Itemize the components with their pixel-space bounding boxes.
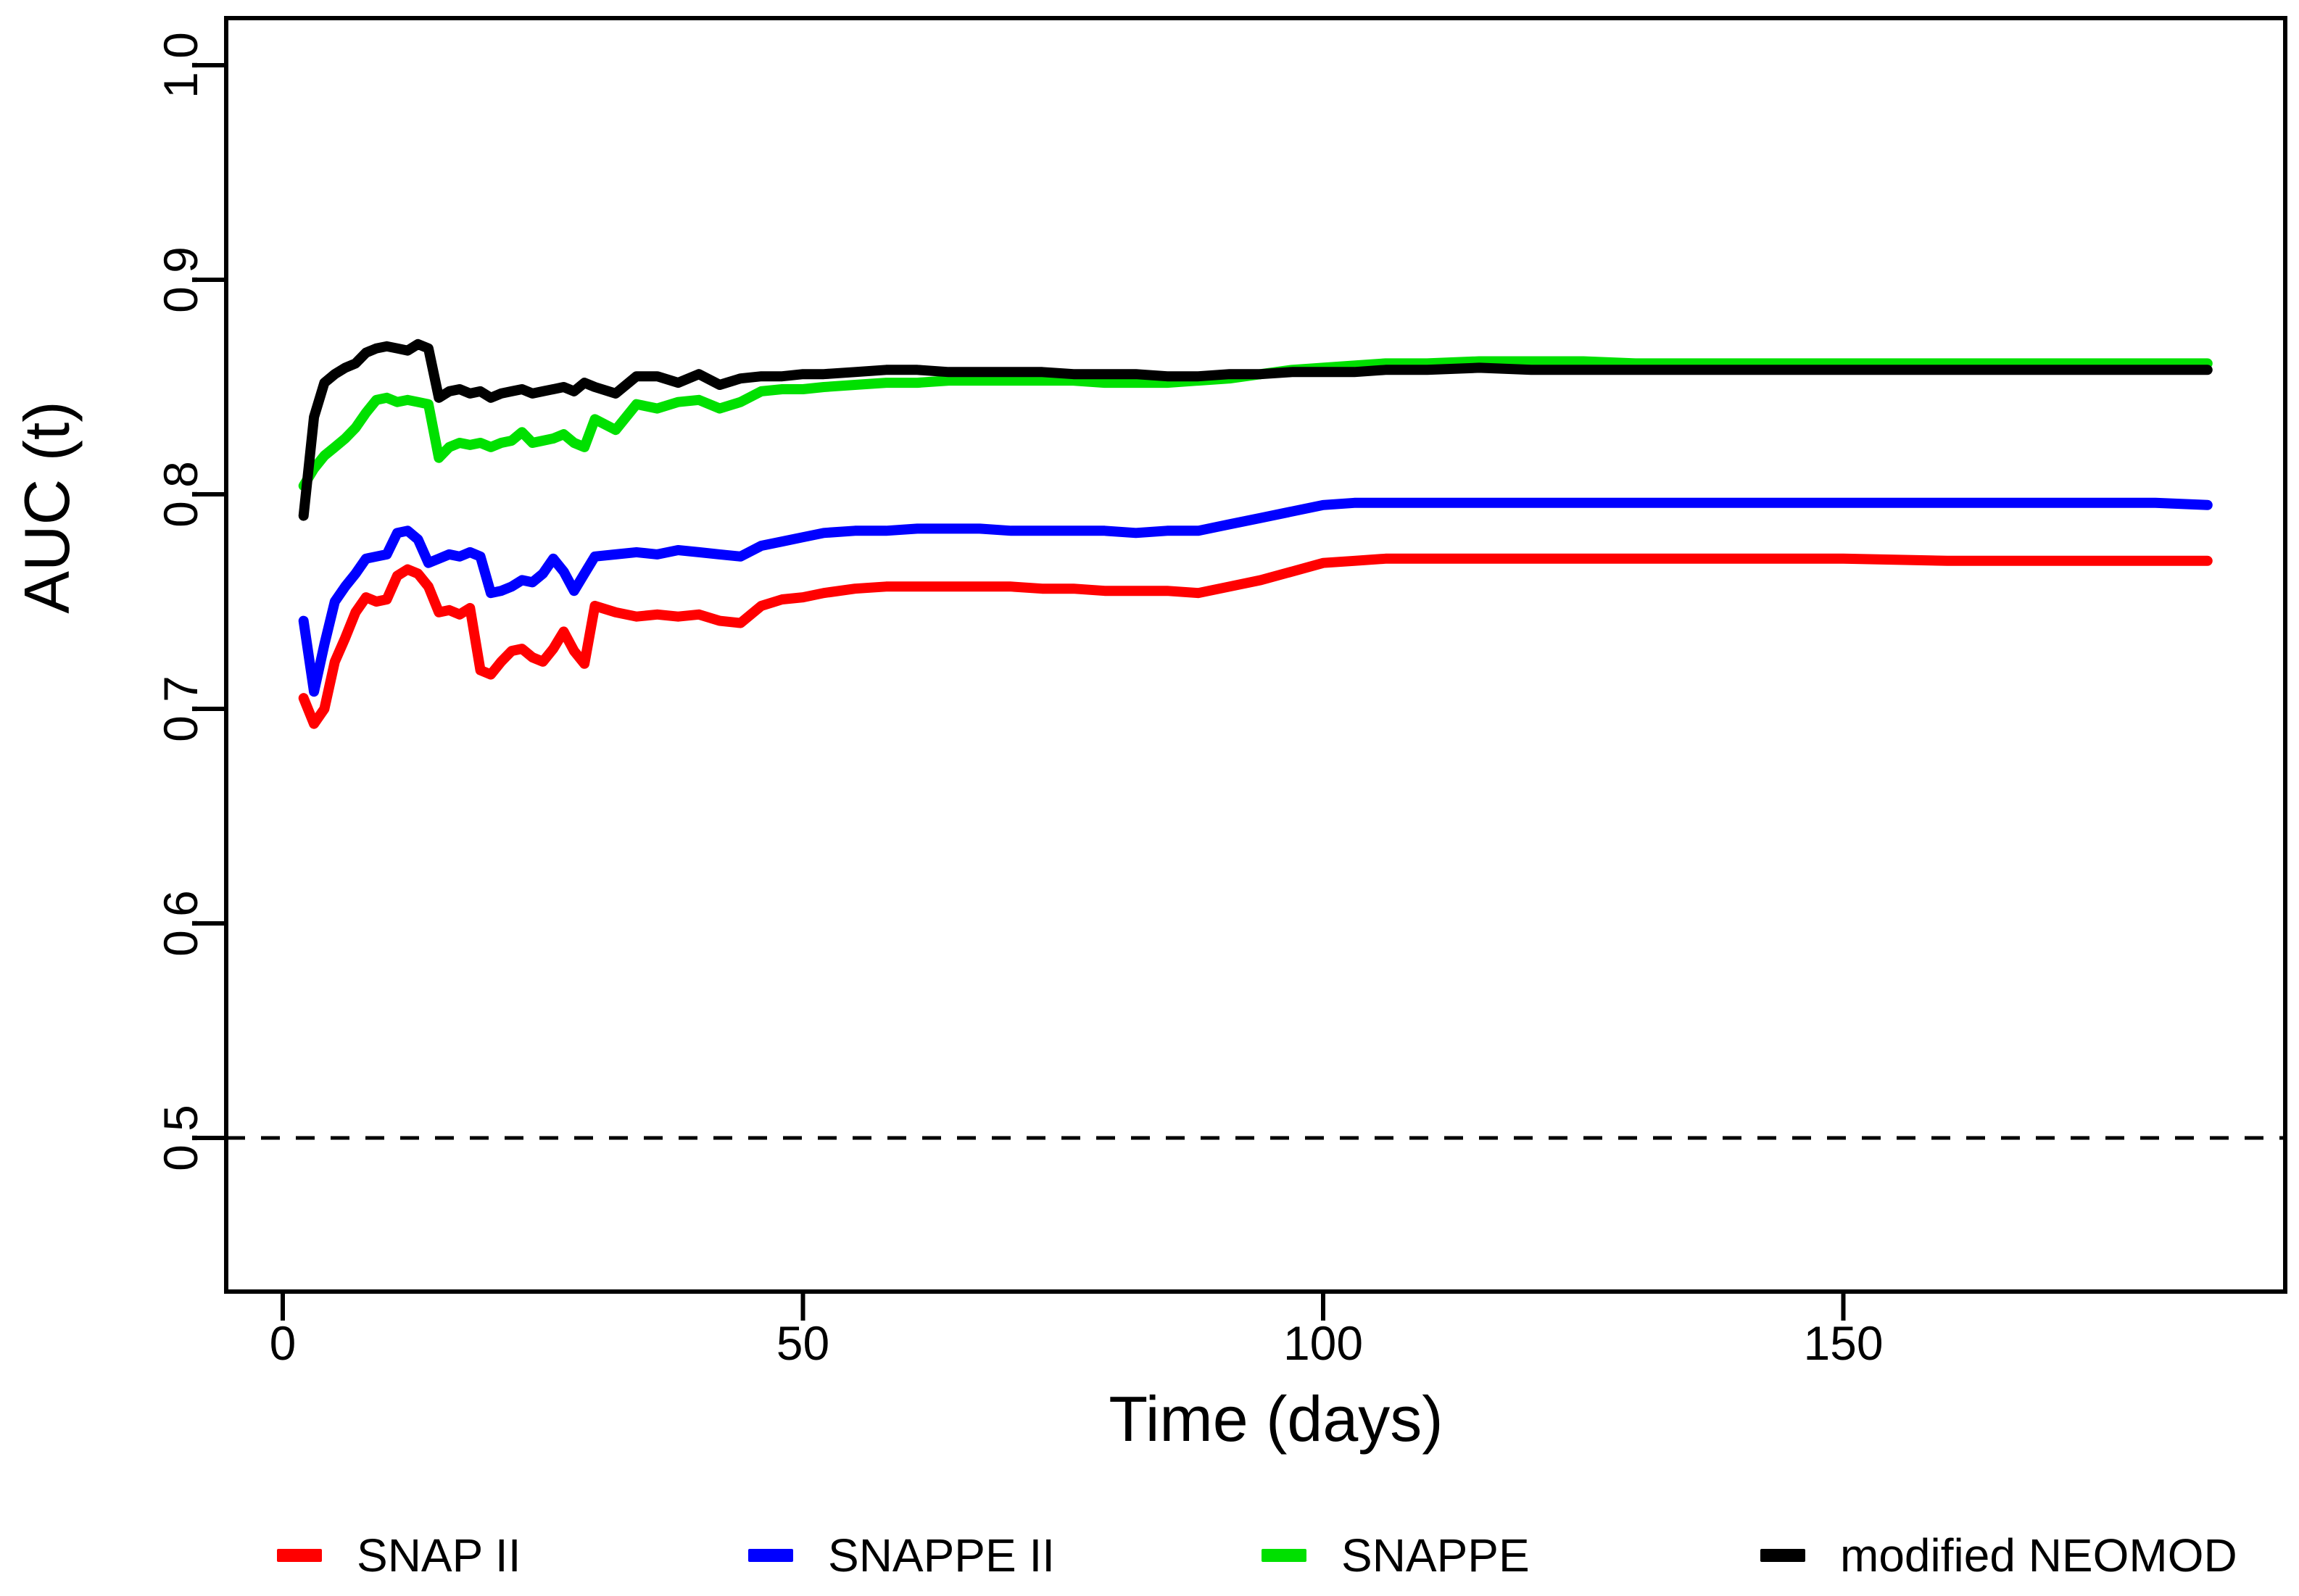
y-tick-label: 0.6 xyxy=(154,890,207,957)
y-tick-label: 0.5 xyxy=(154,1105,207,1171)
y-axis-title: AUC (t) xyxy=(11,401,83,613)
y-tick-label: 0.7 xyxy=(154,676,207,742)
legend-label-snappe: SNAPPE xyxy=(1341,1529,1530,1582)
data-curves xyxy=(298,338,2213,729)
y-tick-label: 0.9 xyxy=(154,246,207,313)
curve-snap-ii xyxy=(298,553,2213,729)
plot-border xyxy=(224,16,2287,1294)
y-axis-ticks: 1.0 0.9 0.8 0.7 0.6 0.5 xyxy=(154,32,226,1171)
x-tick-label: 50 xyxy=(776,1316,829,1370)
y-tick-label: 1.0 xyxy=(154,32,207,99)
x-axis-title: Time (days) xyxy=(1109,1383,1443,1455)
curve-snappe-ii xyxy=(298,497,2213,697)
x-tick-label: 100 xyxy=(1283,1316,1363,1370)
legend-label-snappe-ii: SNAPPE II xyxy=(828,1529,1055,1582)
chart-legend: SNAP II SNAPPE II SNAPPE modified NEOMOD xyxy=(0,1522,2299,1589)
legend-item-snappe: SNAPPE xyxy=(1262,1522,1530,1589)
y-tick-label: 0.8 xyxy=(154,461,207,528)
curve-snappe xyxy=(298,356,2213,491)
legend-label-snap-ii: SNAP II xyxy=(357,1529,521,1582)
legend-item-snap-ii: SNAP II xyxy=(277,1522,521,1589)
legend-item-snappe-ii: SNAPPE II xyxy=(748,1522,1055,1589)
curve-modified-neomod xyxy=(298,338,2213,521)
legend-label-modified-neomod: modified NEOMOD xyxy=(1840,1529,2237,1582)
legend-item-modified-neomod: modified NEOMOD xyxy=(1760,1522,2237,1589)
snappe-ii-line-swatch xyxy=(748,1549,793,1562)
modified-neomod-line-swatch xyxy=(1760,1549,1805,1562)
snap-ii-line-swatch xyxy=(277,1549,322,1562)
snappe-line-swatch xyxy=(1262,1549,1306,1562)
x-tick-label: 150 xyxy=(1803,1316,1883,1370)
x-axis-ticks: 0 50 100 150 xyxy=(270,1292,1884,1370)
x-tick-label: 0 xyxy=(270,1316,297,1370)
